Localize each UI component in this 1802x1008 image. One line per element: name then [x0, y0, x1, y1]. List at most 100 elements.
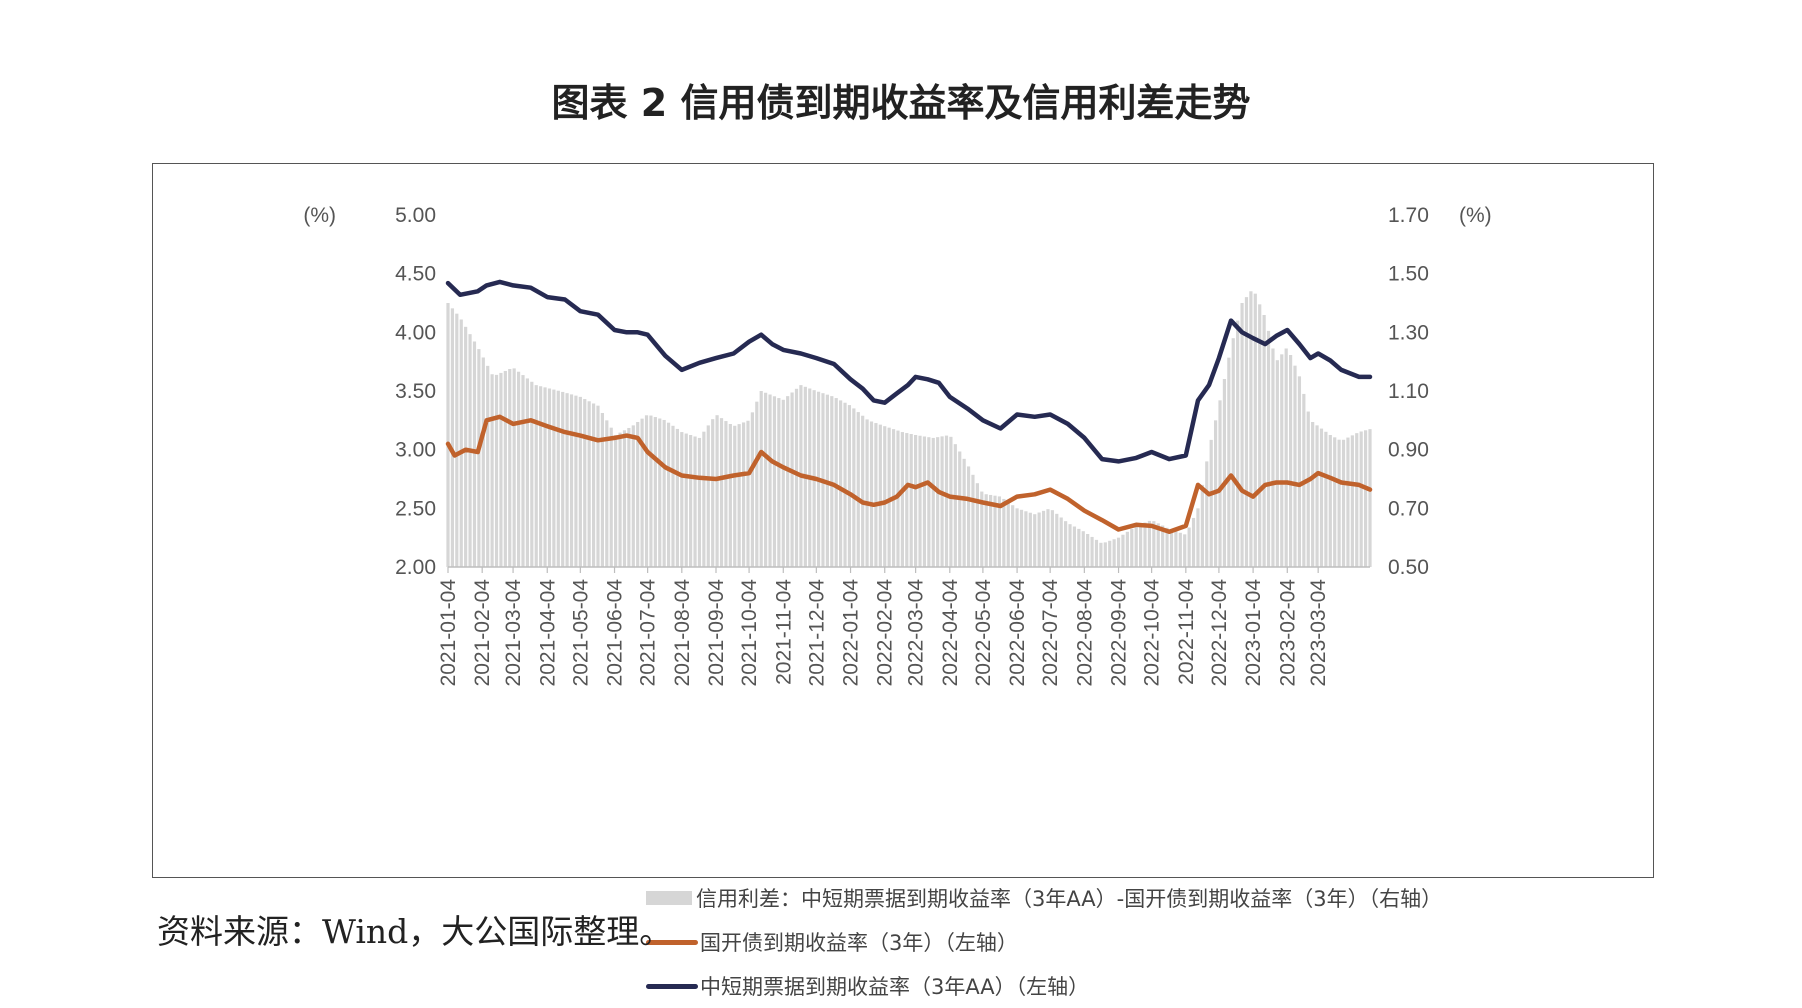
spread-bar: [1019, 509, 1024, 567]
spread-bar: [1368, 429, 1372, 567]
spread-bar: [1161, 525, 1165, 567]
left-tick-label: 3.00: [395, 439, 436, 462]
right-tick-label: 0.90: [1388, 439, 1429, 462]
spread-bar: [777, 398, 781, 567]
legend-label-spread: 信用利差：中短期票据到期收益率（3年AA）-国开债到期收益率（3年）（右轴）: [696, 887, 1443, 911]
spread-bar: [1116, 537, 1121, 567]
spread-bar: [666, 422, 671, 567]
x-tick-label: 2021-05-04: [569, 579, 592, 687]
spread-bar: [662, 419, 666, 567]
left-axis-unit: (%): [303, 204, 336, 227]
spread-bar: [459, 319, 463, 567]
spread-bar: [746, 420, 750, 567]
spread-bar: [1072, 526, 1077, 567]
spread-bar: [1006, 502, 1010, 567]
spread-bar: [706, 425, 710, 567]
spread-bar: [1059, 517, 1063, 567]
x-tick-label: 2021-01-04: [437, 579, 460, 687]
right-tick-label: 1.10: [1388, 380, 1429, 403]
spread-bar: [944, 435, 949, 567]
spread-bar: [583, 399, 587, 567]
x-tick-label: 2022-11-04: [1175, 579, 1198, 685]
spread-bar: [1165, 527, 1169, 567]
spread-bar: [605, 420, 609, 567]
legend-item-spread: 信用利差：中短期票据到期收益率（3年AA）-国开债到期收益率（3年）（右轴）: [646, 876, 1442, 920]
spread-bar: [1130, 528, 1134, 567]
spread-bar: [865, 419, 869, 567]
spread-bar: [936, 437, 940, 567]
spread-bar: [486, 365, 490, 567]
spread-bar: [1231, 338, 1235, 567]
spread-bar: [455, 313, 459, 567]
spread-bar: [499, 372, 503, 567]
spread-bar: [614, 435, 618, 567]
spread-bar: [1346, 437, 1350, 567]
source-note: 资料来源：Wind，大公国际整理。: [157, 912, 673, 951]
spread-bar: [989, 494, 993, 567]
spread-bar: [1350, 435, 1354, 567]
spread-bar: [724, 421, 728, 567]
chart-frame: 2.00 2.50 3.00 3.50 4.00 4.50 5.00 (%) 0.50 0.70 0…: [152, 163, 1654, 999]
spread-bar: [927, 437, 931, 567]
spread-bar: [556, 390, 560, 567]
spread-bar: [1275, 360, 1279, 567]
spread-bar: [711, 419, 715, 567]
axes-layer: 2.00 2.50 3.00 3.50 4.00 4.50 5.00 (%) 0.50 0.70 0…: [303, 204, 1491, 686]
spread-bar: [1068, 524, 1072, 567]
spread-bar: [631, 425, 635, 567]
spread-bar: [993, 495, 997, 567]
spread-bar: [847, 405, 852, 567]
x-tick-label: 2021-10-04: [738, 579, 761, 687]
x-tick-label: 2022-12-04: [1208, 579, 1231, 687]
spread-bar: [552, 389, 556, 567]
chart-title: 图表 2 信用债到期收益率及信用利差走势: [551, 81, 1251, 125]
spread-bar: [741, 422, 746, 567]
spread-bar: [1297, 376, 1302, 567]
spread-bar: [1227, 357, 1231, 567]
right-tick-label: 0.70: [1388, 497, 1429, 520]
mtn-yield-line: [445, 279, 1373, 464]
spread-bar: [1333, 437, 1337, 567]
spread-bar: [539, 386, 543, 567]
spread-bar: [1328, 435, 1332, 567]
spread-bar: [1222, 379, 1227, 567]
spread-bar: [1183, 534, 1187, 567]
spread-bar: [1139, 524, 1143, 567]
chart-svg: 2.00 2.50 3.00 3.50 4.00 4.50 5.00 (%) 0.50 0.70 0…: [303, 204, 1491, 686]
right-tick-label: 1.30: [1388, 321, 1429, 344]
spread-bar: [1205, 461, 1209, 567]
spread-bar: [653, 417, 657, 567]
spread-bar: [689, 435, 693, 567]
left-tick-label: 4.00: [395, 321, 436, 344]
x-tick-label: 2021-08-04: [671, 579, 694, 687]
spread-bar: [1156, 523, 1160, 567]
spread-bar: [1108, 540, 1112, 567]
spread-bar: [534, 385, 538, 567]
spread-bar: [1077, 528, 1081, 567]
spread-bar: [966, 466, 971, 567]
right-tick-label: 1.70: [1388, 204, 1429, 227]
spread-bar: [1196, 508, 1200, 567]
spread-bar: [1236, 320, 1240, 567]
spread-bar: [1152, 521, 1156, 567]
spread-bar: [1121, 534, 1125, 567]
spread-bar: [764, 392, 768, 567]
spread-bar: [1311, 422, 1315, 567]
spread-bar: [1319, 428, 1324, 567]
bars-layer: [446, 291, 1372, 567]
spread-bar: [693, 436, 697, 567]
x-tick-label: 2021-06-04: [604, 579, 627, 687]
spread-bar: [1315, 425, 1319, 567]
left-tick-label: 2.50: [395, 497, 436, 520]
spread-bar: [640, 418, 644, 567]
x-tick-label: 2022-06-04: [1006, 579, 1029, 687]
legend-swatch-mtn: [646, 983, 698, 989]
spread-bar: [543, 387, 547, 567]
spread-bar: [1178, 532, 1182, 567]
spread-bar: [1125, 531, 1129, 567]
spread-bar: [839, 400, 843, 567]
spread-bar: [1086, 534, 1090, 567]
spread-bar: [949, 436, 953, 567]
left-tick-label: 2.00: [395, 556, 436, 579]
legend-label-cdb: 国开债到期收益率（3年）（左轴）: [700, 931, 1018, 955]
